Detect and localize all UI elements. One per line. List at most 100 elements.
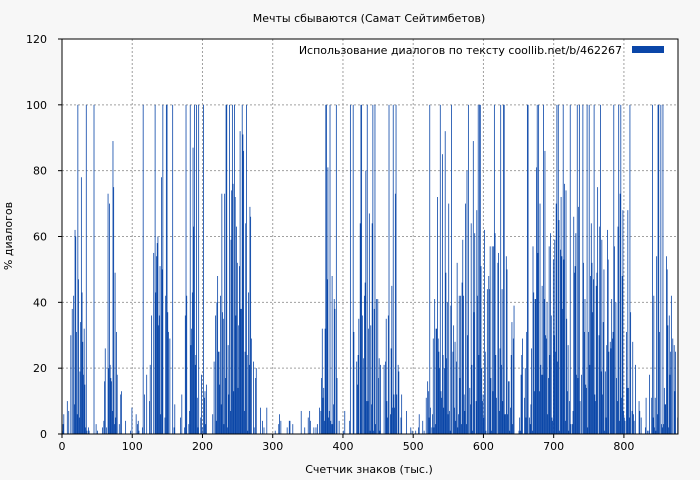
bar — [371, 223, 373, 434]
bar — [383, 364, 385, 434]
bar — [174, 404, 176, 434]
bar — [623, 417, 625, 434]
bar — [234, 197, 236, 434]
bar — [393, 394, 395, 434]
bar — [368, 213, 370, 434]
y-axis-label: % диалогов — [2, 202, 15, 270]
bar — [473, 312, 475, 434]
bar — [235, 315, 237, 434]
bar — [361, 315, 363, 434]
bar — [471, 364, 473, 434]
bar — [109, 364, 111, 434]
bar — [309, 420, 311, 434]
bar — [394, 407, 396, 434]
bar — [385, 361, 386, 434]
bar — [243, 150, 245, 434]
bar — [418, 427, 419, 434]
bar — [87, 427, 89, 434]
bar — [467, 335, 469, 434]
bar — [562, 308, 563, 434]
bar — [75, 236, 77, 434]
bar — [224, 193, 226, 434]
bar — [165, 104, 167, 434]
bar — [156, 243, 158, 434]
bar — [387, 417, 389, 434]
bar — [469, 387, 471, 434]
bar — [615, 302, 617, 434]
bar — [396, 394, 398, 434]
bar — [220, 404, 222, 434]
bar — [113, 424, 115, 434]
bar — [602, 322, 604, 434]
bar — [616, 378, 617, 434]
bar — [78, 279, 79, 434]
bar — [436, 328, 438, 434]
bar — [153, 252, 155, 434]
bar — [496, 397, 497, 434]
bar — [503, 104, 505, 434]
bar — [85, 104, 87, 434]
bar — [550, 315, 552, 434]
bar — [489, 289, 490, 434]
bar — [633, 420, 635, 434]
x-tick-label: 500 — [403, 440, 424, 453]
bar — [482, 401, 483, 434]
bar — [575, 233, 577, 434]
bar — [536, 104, 538, 434]
x-tick-label: 100 — [122, 440, 143, 453]
legend: Использование диалогов по тексту coollib… — [299, 44, 664, 57]
bar — [322, 397, 324, 434]
bar — [512, 424, 514, 434]
bar — [387, 315, 389, 434]
bar — [180, 417, 181, 434]
bar — [255, 368, 257, 434]
bar — [184, 427, 186, 434]
bar — [669, 374, 671, 434]
bar — [540, 364, 542, 434]
bar — [459, 378, 461, 434]
bar — [410, 427, 412, 434]
bar — [172, 104, 174, 434]
bar — [229, 104, 230, 434]
bar — [518, 430, 520, 434]
bar — [673, 345, 675, 434]
bar — [457, 427, 459, 434]
bar — [106, 427, 108, 434]
grid-lines — [62, 39, 678, 434]
bar — [142, 104, 144, 434]
bar — [509, 430, 511, 434]
bar — [452, 351, 454, 434]
bar — [198, 104, 200, 434]
bar — [562, 104, 564, 434]
bar — [590, 276, 592, 434]
bar — [536, 167, 537, 434]
bar — [494, 233, 496, 434]
bar — [621, 276, 623, 434]
bar — [203, 397, 205, 434]
bar — [406, 410, 407, 434]
bar — [411, 430, 413, 434]
bar — [666, 269, 668, 434]
bar — [663, 424, 665, 434]
bar — [593, 279, 594, 434]
bar — [215, 420, 217, 434]
y-tick-label: 120 — [26, 33, 47, 46]
bar — [359, 223, 361, 434]
bar — [652, 417, 654, 434]
bar — [576, 374, 577, 434]
bar — [173, 427, 175, 434]
bar — [571, 424, 573, 434]
bar — [662, 104, 664, 434]
bar — [364, 282, 366, 434]
bar — [607, 229, 608, 434]
bar — [632, 341, 634, 434]
bar — [438, 351, 440, 434]
bar — [484, 229, 485, 434]
bar — [378, 358, 380, 434]
bar — [193, 226, 195, 434]
bar — [586, 104, 588, 434]
y-tick-label: 80 — [33, 165, 47, 178]
bar — [630, 312, 632, 434]
bar — [569, 104, 571, 434]
